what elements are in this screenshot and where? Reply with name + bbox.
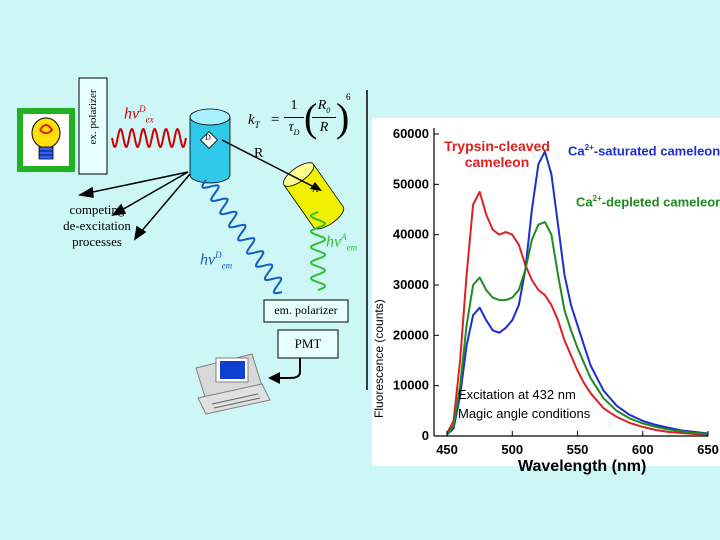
- hv-em-acceptor-label: hνAem: [326, 232, 358, 253]
- pmt-label: PMT: [294, 336, 322, 351]
- x-tick-label: 600: [632, 442, 654, 457]
- computer-icon: [195, 353, 271, 415]
- em-polarizer-label: em. polarizer: [274, 303, 338, 317]
- cable-arrowhead: [268, 372, 280, 384]
- label-trypsin: Trypsin-cleaved cameleon: [444, 138, 550, 170]
- series-line-1: [446, 150, 709, 436]
- kt-formula: kT = 1 τD ( R0 R ) 6: [248, 92, 351, 140]
- x-tick-label: 650: [697, 442, 719, 457]
- y-tick-label: 40000: [393, 227, 429, 242]
- donor-emission-wave: [201, 179, 283, 295]
- distance-r-label: R: [254, 146, 264, 161]
- series-line-0: [446, 190, 709, 436]
- label-ca-depleted: Ca2+-depleted cameleon: [576, 194, 720, 210]
- competing-processes-text: competing de-excitation processes: [63, 202, 131, 249]
- spectrum-chart: 0 10000 20000 30000 40000 50000 60000 450 500 550…: [393, 126, 719, 457]
- cable: [278, 358, 301, 379]
- label-ca-saturated: Ca2+-saturated cameleon: [568, 143, 720, 159]
- fret-arrow: [221, 139, 317, 189]
- y-tick-label: 30000: [393, 277, 429, 292]
- donor-letter: D: [205, 133, 211, 142]
- x-tick-label: 500: [501, 442, 523, 457]
- y-tick-label: 20000: [393, 327, 429, 342]
- y-axis-label: Fluorescence (counts): [372, 299, 386, 418]
- excitation-wave: [111, 127, 187, 149]
- acceptor-letter: A: [312, 184, 319, 194]
- x-axis-label: Wavelength (nm): [518, 458, 647, 475]
- y-tick-label: 50000: [393, 176, 429, 191]
- ex-polarizer-frame: [78, 77, 108, 175]
- hv-em-donor-label: hνDem: [200, 250, 233, 271]
- annotation-magic-angle: Magic angle conditions: [458, 406, 591, 421]
- spectrum-chart-panel: 0 10000 20000 30000 40000 50000 60000 450 500 550…: [372, 118, 720, 466]
- annotation-excitation: Excitation at 432 nm: [458, 387, 576, 402]
- fret-diagram: [17, 77, 368, 415]
- competing-arrows: [77, 171, 191, 241]
- lamp-icon: [17, 108, 75, 172]
- y-tick-label: 60000: [393, 126, 429, 141]
- pmt-box: [277, 329, 339, 359]
- series-line-2: [446, 221, 709, 436]
- acceptor-cylinder: [282, 162, 345, 230]
- x-tick-label: 450: [436, 442, 458, 457]
- em-polarizer-box: [263, 299, 349, 323]
- acceptor-emission-wave: [309, 211, 327, 291]
- ex-polarizer-label: ex. polarizer: [87, 89, 99, 145]
- y-tick-label: 10000: [393, 378, 429, 393]
- y-tick-label: 0: [422, 428, 429, 443]
- x-tick-label: 550: [567, 442, 589, 457]
- donor-cylinder: [189, 108, 231, 184]
- fret-arrowhead: [310, 182, 322, 191]
- hv-ex-label: hνDex: [124, 104, 154, 125]
